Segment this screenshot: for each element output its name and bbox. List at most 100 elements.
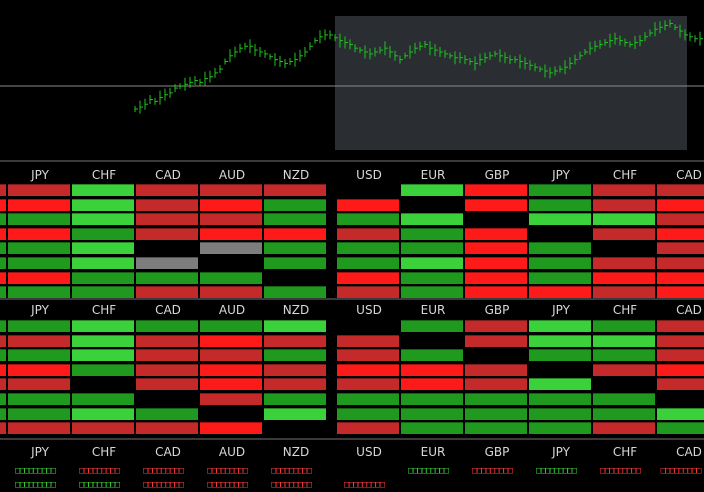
strength-cell[interactable] [401, 257, 463, 269]
strength-cell[interactable] [401, 320, 463, 332]
strength-cell[interactable] [72, 213, 134, 226]
strength-cell[interactable] [200, 363, 262, 376]
strength-cell[interactable] [401, 334, 463, 347]
strength-cell[interactable] [136, 378, 198, 391]
strength-cell[interactable] [136, 334, 198, 347]
strength-cell[interactable] [72, 227, 134, 240]
selection-box[interactable] [335, 16, 687, 150]
strength-cell[interactable] [593, 213, 655, 226]
strength-cell[interactable] [72, 393, 134, 405]
strength-cell[interactable] [593, 242, 655, 255]
strength-cell[interactable] [200, 227, 262, 240]
strength-cell[interactable] [200, 320, 262, 332]
strength-cell[interactable] [264, 227, 326, 240]
strength-cell[interactable] [657, 334, 704, 347]
price-chart[interactable] [0, 0, 704, 160]
strength-cell[interactable] [657, 378, 704, 391]
strength-cell[interactable] [529, 286, 591, 299]
strength-cell[interactable] [337, 393, 399, 405]
strength-cell[interactable] [593, 349, 655, 362]
strength-cell[interactable] [8, 422, 70, 435]
strength-cell[interactable] [200, 213, 262, 226]
strength-cell[interactable] [8, 363, 70, 376]
strength-cell[interactable] [8, 378, 70, 391]
strength-cell[interactable] [72, 271, 134, 284]
strength-cell[interactable] [264, 378, 326, 391]
strength-cell[interactable] [401, 286, 463, 299]
strength-cell[interactable] [200, 349, 262, 362]
strength-cell[interactable] [657, 271, 704, 284]
strength-cell[interactable] [136, 257, 198, 269]
strength-cell[interactable] [8, 320, 70, 332]
strength-cell[interactable] [136, 363, 198, 376]
strength-cell[interactable] [72, 184, 134, 196]
strength-cell[interactable] [401, 422, 463, 435]
strength-cell[interactable] [72, 198, 134, 211]
strength-cell[interactable] [72, 349, 134, 362]
strength-cell[interactable] [72, 422, 134, 435]
strength-cell[interactable] [593, 286, 655, 299]
strength-cell[interactable] [337, 286, 399, 299]
strength-cell[interactable] [657, 286, 704, 299]
strength-cell[interactable] [8, 227, 70, 240]
strength-cell[interactable] [8, 184, 70, 196]
strength-cell[interactable] [529, 227, 591, 240]
strength-cell[interactable] [337, 184, 399, 196]
strength-cell[interactable] [8, 286, 70, 299]
strength-cell[interactable] [337, 242, 399, 255]
strength-cell[interactable] [401, 407, 463, 420]
strength-cell[interactable] [465, 286, 527, 299]
strength-cell[interactable] [136, 286, 198, 299]
strength-cell[interactable] [264, 363, 326, 376]
strength-cell[interactable] [337, 334, 399, 347]
strength-cell[interactable] [401, 363, 463, 376]
strength-cell[interactable] [529, 363, 591, 376]
strength-cell[interactable] [593, 378, 655, 391]
strength-cell[interactable] [657, 227, 704, 240]
strength-cell[interactable] [465, 363, 527, 376]
strength-cell[interactable] [465, 334, 527, 347]
strength-cell[interactable] [136, 422, 198, 435]
strength-cell[interactable] [8, 213, 70, 226]
strength-cell[interactable] [264, 422, 326, 435]
strength-cell[interactable] [401, 198, 463, 211]
strength-cell[interactable] [264, 184, 326, 196]
strength-cell[interactable] [657, 407, 704, 420]
strength-cell[interactable] [136, 271, 198, 284]
strength-cell[interactable] [264, 393, 326, 405]
strength-cell[interactable] [657, 242, 704, 255]
strength-cell[interactable] [337, 378, 399, 391]
strength-cell[interactable] [465, 393, 527, 405]
strength-cell[interactable] [200, 393, 262, 405]
strength-cell[interactable] [264, 257, 326, 269]
strength-cell[interactable] [136, 407, 198, 420]
strength-cell[interactable] [465, 213, 527, 226]
strength-cell[interactable] [8, 242, 70, 255]
strength-cell[interactable] [465, 227, 527, 240]
strength-cell[interactable] [136, 184, 198, 196]
strength-cell[interactable] [593, 320, 655, 332]
strength-cell[interactable] [657, 393, 704, 405]
strength-cell[interactable] [529, 184, 591, 196]
strength-cell[interactable] [401, 349, 463, 362]
strength-cell[interactable] [337, 363, 399, 376]
strength-cell[interactable] [465, 242, 527, 255]
strength-cell[interactable] [337, 422, 399, 435]
strength-cell[interactable] [8, 257, 70, 269]
strength-cell[interactable] [264, 271, 326, 284]
strength-cell[interactable] [593, 198, 655, 211]
strength-cell[interactable] [529, 320, 591, 332]
strength-cell[interactable] [200, 184, 262, 196]
strength-cell[interactable] [657, 422, 704, 435]
strength-cell[interactable] [72, 363, 134, 376]
strength-cell[interactable] [136, 349, 198, 362]
strength-cell[interactable] [657, 257, 704, 269]
strength-cell[interactable] [593, 393, 655, 405]
strength-cell[interactable] [593, 257, 655, 269]
strength-cell[interactable] [136, 242, 198, 255]
strength-cell[interactable] [529, 378, 591, 391]
strength-cell[interactable] [465, 407, 527, 420]
strength-cell[interactable] [529, 393, 591, 405]
strength-cell[interactable] [264, 286, 326, 299]
strength-cell[interactable] [657, 184, 704, 196]
